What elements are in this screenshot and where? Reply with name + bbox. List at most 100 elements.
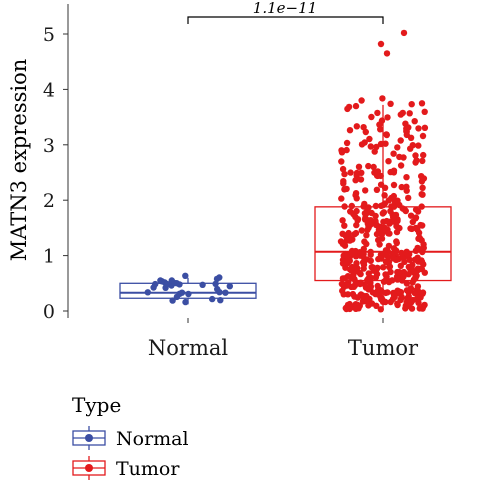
data-point <box>361 200 368 208</box>
data-point <box>374 264 381 272</box>
data-point <box>340 178 347 185</box>
data-point <box>357 176 365 183</box>
y-tick-label: 2 <box>43 190 55 212</box>
data-point <box>409 218 416 226</box>
data-point <box>346 257 353 264</box>
data-point <box>360 124 367 131</box>
data-point <box>372 274 380 281</box>
data-point <box>400 154 407 161</box>
data-point <box>144 289 151 296</box>
data-point <box>419 191 426 198</box>
data-point <box>348 247 356 255</box>
data-point <box>405 194 412 202</box>
data-point <box>420 151 427 159</box>
data-point <box>390 255 397 262</box>
data-point <box>354 280 361 287</box>
data-point <box>397 262 404 269</box>
data-point <box>387 268 394 276</box>
data-point <box>361 210 369 217</box>
data-point <box>408 225 415 233</box>
data-point <box>352 305 360 312</box>
data-point <box>365 162 372 170</box>
data-point <box>390 203 398 210</box>
data-point <box>367 143 374 150</box>
group-normal <box>119 272 257 306</box>
data-point <box>398 183 405 191</box>
data-point <box>355 163 363 170</box>
data-point <box>418 259 426 266</box>
data-point <box>345 229 352 237</box>
significance-bracket <box>187 16 384 24</box>
y-tick-label: 3 <box>43 135 55 157</box>
data-point <box>385 230 392 237</box>
legend-title: Type <box>72 393 121 417</box>
data-point <box>419 289 427 296</box>
data-point <box>419 157 426 165</box>
data-point <box>164 280 171 288</box>
data-point <box>372 202 380 210</box>
data-point <box>352 213 359 220</box>
data-point <box>382 258 390 266</box>
data-point <box>362 187 369 194</box>
legend-entry-normal: Normal <box>72 426 189 450</box>
data-point <box>338 158 345 165</box>
data-point <box>394 144 401 151</box>
data-point <box>339 165 347 173</box>
data-point <box>341 222 348 229</box>
data-point <box>185 290 192 298</box>
box <box>119 282 257 299</box>
data-point <box>415 288 422 295</box>
data-point <box>360 250 367 258</box>
data-point <box>363 240 370 248</box>
data-point <box>377 306 384 313</box>
data-point <box>412 152 419 159</box>
data-point <box>376 288 384 296</box>
data-point <box>396 269 403 276</box>
data-point <box>397 111 404 118</box>
data-point <box>150 284 157 291</box>
data-point <box>406 256 413 263</box>
data-point <box>343 139 351 147</box>
data-point <box>421 124 429 131</box>
data-point <box>368 209 375 217</box>
data-point <box>419 184 426 191</box>
data-point <box>217 297 224 304</box>
data-point <box>338 195 345 202</box>
data-point <box>338 147 345 154</box>
data-point <box>420 175 428 182</box>
data-point <box>367 248 374 256</box>
data-point <box>376 241 383 248</box>
data-point <box>214 285 221 293</box>
data-point <box>415 229 423 236</box>
data-point <box>407 145 414 152</box>
y-tick-label: 0 <box>43 301 55 323</box>
data-point <box>367 284 374 291</box>
data-point <box>418 203 425 210</box>
data-point <box>216 274 223 281</box>
data-point <box>406 287 414 294</box>
data-point <box>341 203 348 210</box>
data-point <box>413 157 420 164</box>
data-point <box>415 245 422 252</box>
data-point <box>344 291 352 298</box>
data-point <box>385 158 392 165</box>
data-point <box>403 174 410 181</box>
data-point <box>168 277 175 284</box>
data-point <box>421 269 428 276</box>
data-point <box>343 146 350 154</box>
data-point <box>379 95 386 102</box>
data-point <box>383 276 390 283</box>
data-point <box>393 228 401 236</box>
data-point <box>226 283 233 290</box>
data-point <box>365 204 372 211</box>
x-tick-label-tumor: Tumor <box>348 336 419 360</box>
data-point <box>402 305 409 312</box>
data-point <box>358 141 366 148</box>
data-point <box>390 150 397 157</box>
y-tick-label: 1 <box>43 246 55 268</box>
data-point <box>380 209 388 216</box>
data-point <box>356 269 363 277</box>
data-point <box>352 102 360 110</box>
y-axis-ticks: 0 1 2 3 4 5 <box>43 24 68 323</box>
data-point <box>411 256 419 263</box>
